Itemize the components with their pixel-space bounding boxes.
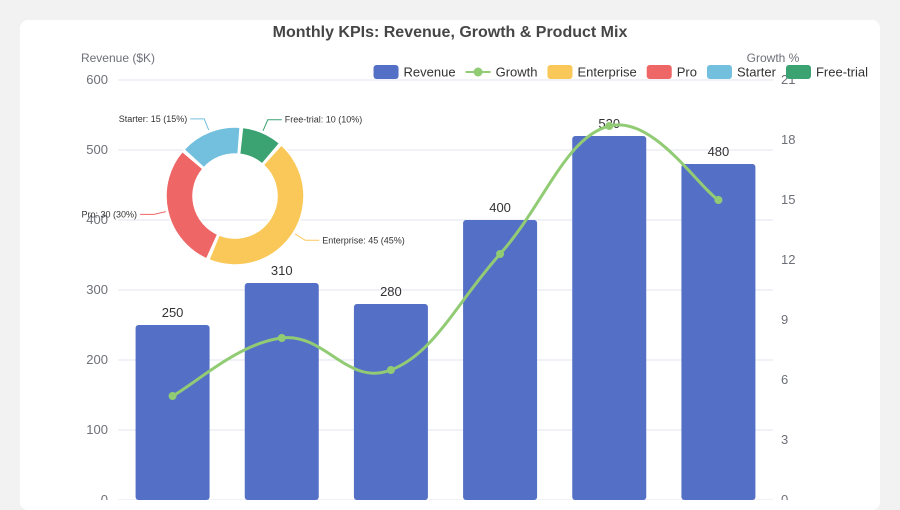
legend-item-starter: Starter (706, 65, 777, 80)
y-right-tick-label: 6 (781, 372, 788, 387)
revenue-bar (463, 220, 538, 500)
y-left-tick-label: 500 (86, 142, 108, 157)
legend-item-revenue: Revenue (373, 65, 456, 80)
growth-point (496, 250, 505, 258)
legend-swatch-icon (547, 65, 573, 79)
y-left-tick-label: 0 (101, 492, 108, 500)
growth-point (168, 392, 177, 400)
legend-label: Revenue (404, 65, 456, 80)
legend-label: Growth (496, 65, 538, 80)
legend-label: Pro (677, 65, 697, 80)
donut-slice-label: Enterprise: 45 (45%) (322, 235, 405, 245)
y-right-tick-label: 15 (781, 192, 795, 207)
y-left-axis-name: Revenue ($K) (81, 51, 155, 65)
growth-point (605, 122, 614, 130)
revenue-bars (135, 136, 756, 500)
donut-slice (238, 126, 281, 166)
growth-line (171, 123, 720, 398)
donut-slice (182, 126, 241, 169)
donut-slice-label: Pro: 30 (30%) (82, 209, 138, 219)
revenue-bar-value-label: 310 (271, 263, 293, 278)
revenue-bar-value-label: 480 (708, 144, 730, 159)
legend-swatch-icon (646, 65, 672, 79)
donut-label-leader (262, 119, 282, 131)
y-left-tick-label: 400 (86, 212, 108, 227)
legend-item-pro: Pro (646, 65, 697, 80)
legend-item-enterprise: Enterprise (547, 65, 637, 80)
legend-dot-icon (473, 67, 483, 77)
growth-point (386, 366, 395, 374)
revenue-bar (244, 283, 319, 500)
donut-slice (207, 143, 305, 266)
growth-point (714, 196, 723, 204)
y-left-tick-label: 300 (86, 282, 108, 297)
donut-slice-label: Starter: 15 (15%) (119, 114, 188, 124)
y-right-tick-label: 3 (781, 432, 788, 447)
y-left-tick-label: 100 (86, 422, 108, 437)
donut-label-leader (294, 233, 320, 241)
legend-swatch-icon (785, 65, 811, 79)
growth-point (277, 334, 286, 342)
y-right-tick-label: 9 (781, 312, 788, 327)
y-left-tick-label: 600 (86, 72, 108, 87)
donut-slice-label: Free-trial: 10 (10%) (285, 115, 363, 125)
donut-slice (165, 150, 219, 260)
donut-label-leader (190, 118, 210, 131)
legend-label: Free-trial (816, 65, 868, 80)
y-right-tick-label: 18 (781, 132, 795, 147)
revenue-bar-value-label: 400 (489, 200, 511, 215)
legend-item-free-trial: Free-trial (785, 65, 868, 80)
donut-label-leader (140, 211, 166, 215)
legend: Revenue Growth Enterprise Pro Starter Free-tr… (373, 65, 868, 80)
legend-swatch-icon (706, 65, 732, 79)
revenue-bar (135, 325, 210, 500)
revenue-bar (681, 164, 756, 500)
y-left-ticks: 0 100 200 300 400 500 600 (86, 72, 108, 500)
legend-label: Enterprise (577, 65, 636, 80)
product-mix-donut: Enterprise: 45 (45%) Pro: 30 (30%) Starter… (82, 114, 405, 266)
y-right-axis-name: Growth % (747, 51, 800, 65)
revenue-bar-value-label: 250 (162, 305, 184, 320)
growth-line-series (168, 122, 723, 400)
revenue-bar (353, 304, 428, 500)
y-left-tick-label: 200 (86, 352, 108, 367)
revenue-bar (572, 136, 647, 500)
legend-label: Starter (737, 65, 777, 80)
y-right-tick-label: 12 (781, 252, 795, 267)
legend-swatch-icon (373, 65, 399, 79)
y-right-tick-label: 0 (781, 492, 788, 500)
revenue-bar-value-label: 280 (380, 284, 402, 299)
legend-item-growth: Growth (465, 65, 538, 80)
chart-title: Monthly KPIs: Revenue, Growth & Product … (273, 24, 628, 41)
